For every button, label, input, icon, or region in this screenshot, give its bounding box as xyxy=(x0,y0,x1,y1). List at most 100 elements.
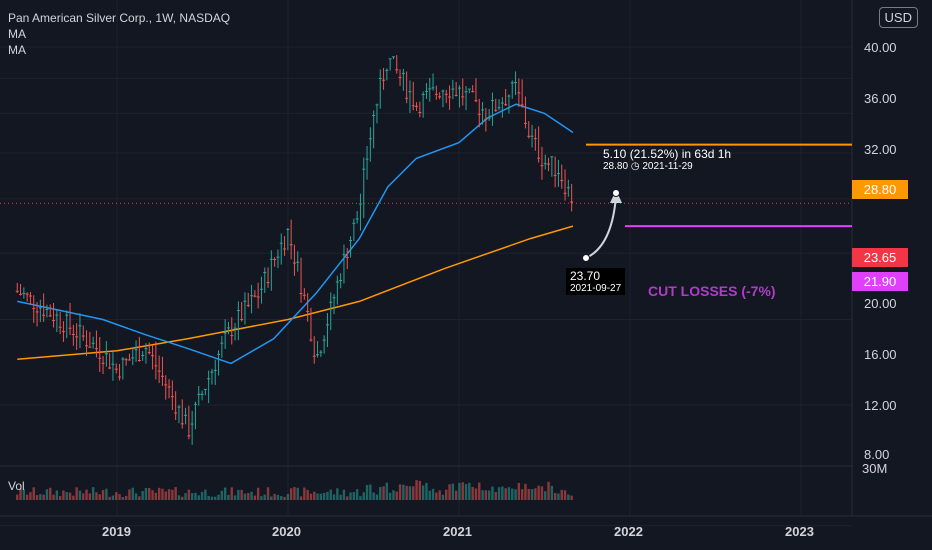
x-tick-2021: 2021 xyxy=(443,524,472,539)
volume-bar xyxy=(128,489,131,500)
x-tick-2020: 2020 xyxy=(272,524,301,539)
volume-bar xyxy=(557,493,560,500)
volume-bar xyxy=(200,491,204,500)
volume-bar xyxy=(16,494,19,500)
currency-button[interactable]: USD xyxy=(878,7,918,28)
volume-bar xyxy=(415,480,418,500)
volume-bar xyxy=(514,489,517,500)
volume-bar xyxy=(560,489,563,500)
volume-bar xyxy=(501,486,504,500)
volume-bar xyxy=(256,487,260,500)
volume-bar xyxy=(177,495,181,500)
current-price-value: 23.70 xyxy=(570,269,601,283)
candlesticks xyxy=(15,55,574,445)
volume-bar xyxy=(322,492,326,500)
volume-bar xyxy=(29,492,32,500)
volume-bar xyxy=(263,494,266,500)
volume-bar xyxy=(481,490,484,500)
target-price-tag[interactable]: 28.80 xyxy=(852,180,908,199)
y-tick-8: 8.00 xyxy=(864,447,890,462)
volume-bar xyxy=(115,492,118,500)
volume-bar xyxy=(369,484,372,500)
volume-bar xyxy=(425,482,428,500)
ma-indicator-2[interactable]: MA xyxy=(8,43,26,57)
volume-bar xyxy=(260,496,263,500)
volume-bar xyxy=(504,488,507,500)
volume-bar xyxy=(144,487,148,500)
cut-losses-label[interactable]: CUT LOSSES (-7%) xyxy=(648,283,776,299)
move-target-row: 28.80 ◷ 2021-11-29 xyxy=(603,161,731,172)
volume-bar xyxy=(382,486,385,500)
y-tick-40: 40.00 xyxy=(864,40,897,55)
volume-bar xyxy=(461,482,464,500)
volume-bar xyxy=(362,492,365,500)
volume-bar xyxy=(319,493,323,500)
volume-bar xyxy=(42,494,45,500)
volume-bar xyxy=(75,487,78,500)
arrow-start-point[interactable] xyxy=(582,254,590,262)
move-target-price: 28.80 xyxy=(603,161,629,172)
volume-bar xyxy=(544,491,547,500)
volume-bar xyxy=(154,492,158,500)
volume-bar xyxy=(187,489,191,500)
arrow-end-point[interactable] xyxy=(612,189,620,197)
volume-bar xyxy=(412,486,415,500)
volume-bar xyxy=(197,495,200,500)
volume-bar xyxy=(507,487,511,500)
volume-bar xyxy=(329,489,332,500)
last-price-tag[interactable]: 23.65 xyxy=(852,248,908,267)
volume-bar xyxy=(346,496,349,500)
volume-bar xyxy=(62,490,65,500)
volume-bar xyxy=(22,489,26,500)
volume-bar xyxy=(151,490,154,500)
volume-bar xyxy=(78,490,82,500)
volume-bar xyxy=(313,491,316,500)
move-annotation[interactable]: 5.10 (21.52%) in 63d 1h 28.80 ◷ 2021-11-… xyxy=(603,147,731,172)
volume-bar xyxy=(283,496,286,500)
volume-bar xyxy=(468,482,471,500)
projection-arrow[interactable] xyxy=(585,195,617,259)
volume-bar xyxy=(441,494,445,500)
volume-label[interactable]: Vol xyxy=(8,479,25,493)
volume-bar xyxy=(454,490,458,500)
volume-bar xyxy=(49,487,52,500)
volume-bar xyxy=(438,490,441,500)
volume-bar xyxy=(534,488,537,500)
volume-bar xyxy=(497,487,501,500)
volume-bar xyxy=(395,491,398,500)
ma-indicator-1[interactable]: MA xyxy=(8,27,26,41)
volume-bar xyxy=(171,489,174,500)
volume-bar xyxy=(527,488,530,500)
volume-bar xyxy=(303,487,306,500)
volume-bar xyxy=(121,496,125,500)
symbol-title[interactable]: Pan American Silver Corp., 1W, NASDAQ xyxy=(8,11,231,25)
volume-bar xyxy=(306,489,309,500)
y-tick-20: 20.00 xyxy=(864,296,897,311)
volume-bar xyxy=(141,490,144,500)
volume-bar xyxy=(570,495,573,500)
volume-bar xyxy=(464,484,468,500)
volume-bar xyxy=(540,486,544,500)
current-price-annotation[interactable]: 23.70 2021-09-27 xyxy=(566,268,626,295)
volume-bar xyxy=(471,486,474,500)
volume-bar xyxy=(336,488,339,500)
volume-bar xyxy=(72,495,75,500)
volume-bar xyxy=(167,489,171,500)
volume-bar xyxy=(157,487,161,500)
volume-bar xyxy=(478,482,481,500)
volume-bar xyxy=(448,484,451,500)
volume-bar xyxy=(45,489,49,500)
stop-price-tag[interactable]: 21.90 xyxy=(852,272,908,291)
y-tick-36: 36.00 xyxy=(864,91,897,106)
volume-bar xyxy=(111,495,115,500)
ma-fast-line xyxy=(17,103,574,365)
volume-bars xyxy=(16,480,573,500)
x-tick-2023: 2023 xyxy=(785,524,814,539)
y-tick-12: 12.00 xyxy=(864,398,897,413)
volume-bar xyxy=(25,494,29,500)
volume-bar xyxy=(243,493,247,500)
volume-bar xyxy=(474,488,478,500)
volume-bar xyxy=(458,482,461,500)
volume-bar xyxy=(98,494,101,500)
